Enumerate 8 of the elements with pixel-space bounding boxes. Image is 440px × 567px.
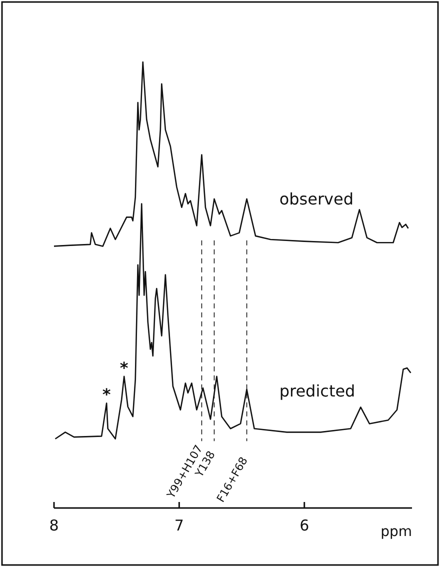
- x-tick-label: 6: [300, 516, 310, 534]
- series-label: predicted: [279, 382, 356, 400]
- series-label: observed: [279, 190, 354, 209]
- x-tick-label: 8: [49, 516, 59, 534]
- x-tick-label: 7: [174, 516, 184, 534]
- annotation: *: [120, 358, 129, 378]
- annotation: *: [102, 385, 112, 404]
- x-axis-title: ppm: [380, 524, 412, 540]
